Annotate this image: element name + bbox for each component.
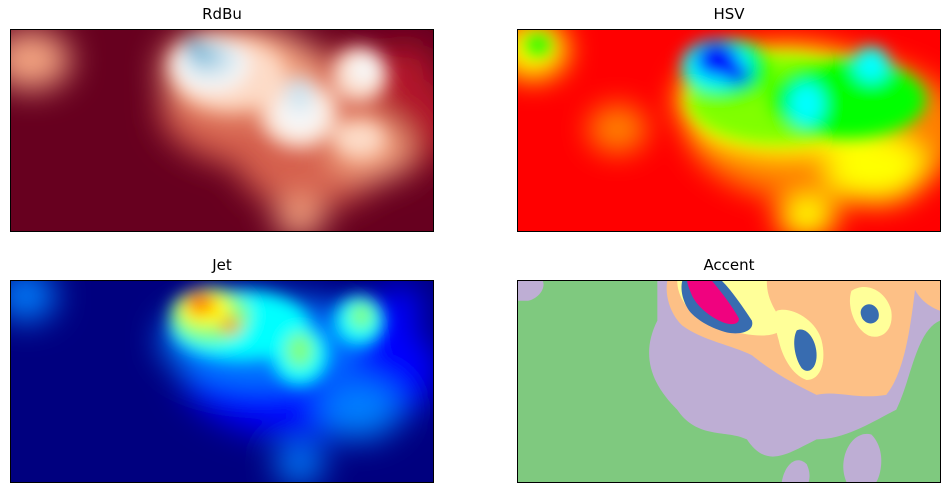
panel-accent: Accent (517, 256, 941, 483)
heatmap-accent (518, 281, 940, 482)
heatmap-plot-hsv (517, 29, 941, 232)
panel-hsv: HSV (517, 5, 941, 232)
heatmap-jet (11, 281, 433, 482)
heatmap-plot-rdbu (10, 29, 434, 232)
heatmap-peaks (170, 36, 388, 157)
panel-title: RdBu (202, 5, 242, 23)
panel-jet: Jet (10, 256, 434, 483)
heatmap-rdbu (11, 30, 433, 231)
heatmap-plot-jet (10, 280, 434, 483)
heatmap-hsv (518, 30, 940, 231)
heatmap-peaks (170, 287, 385, 385)
panel-title: Accent (703, 256, 755, 274)
heatmap-plot-accent (517, 280, 941, 483)
contour-magenta (687, 281, 739, 325)
heatmap-peaks (525, 34, 927, 144)
panel-title: Jet (212, 256, 232, 274)
panel-rdbu: RdBu (10, 5, 434, 232)
panel-title: HSV (713, 5, 745, 23)
